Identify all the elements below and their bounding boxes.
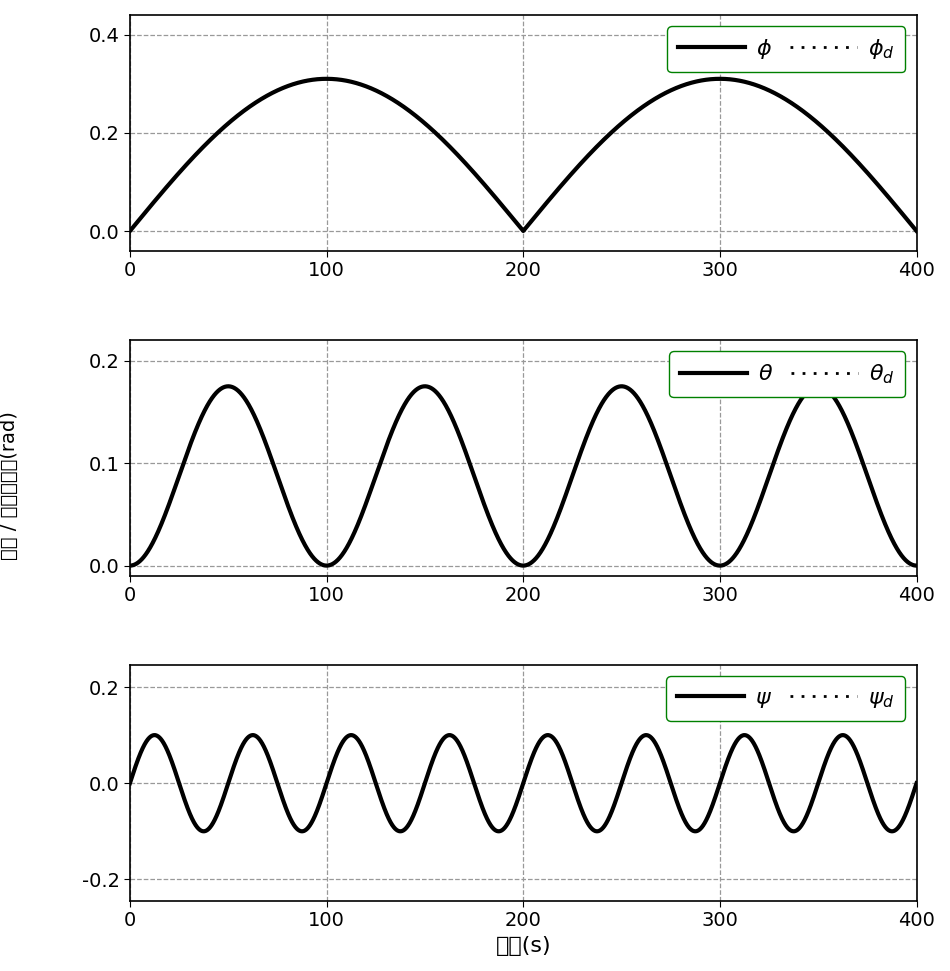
Text: 期望 / 实际欧拉角(rad): 期望 / 实际欧拉角(rad) <box>0 411 19 560</box>
Legend: $\phi$, $\phi_d$: $\phi$, $\phi_d$ <box>667 26 905 72</box>
X-axis label: 时间(s): 时间(s) <box>496 936 551 956</box>
Legend: $\psi$, $\psi_d$: $\psi$, $\psi_d$ <box>666 677 905 720</box>
Legend: $\theta$, $\theta_d$: $\theta$, $\theta_d$ <box>669 352 905 397</box>
